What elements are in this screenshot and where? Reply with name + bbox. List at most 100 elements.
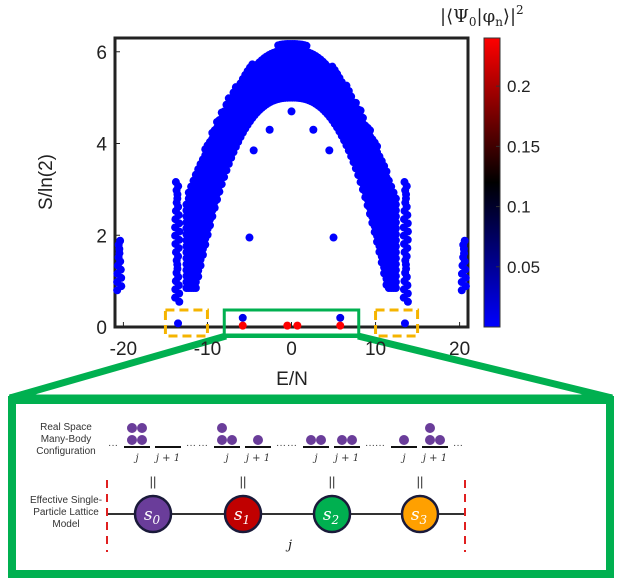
data-point — [391, 248, 400, 257]
label-line: Configuration — [36, 446, 95, 457]
lattice-site-node — [400, 494, 440, 534]
zoom-region-box — [222, 308, 361, 338]
data-point — [358, 113, 367, 122]
data-point — [213, 195, 222, 204]
colorbar-title: |⟨Ψ0|φn⟩|2 — [440, 3, 524, 29]
data-point — [238, 313, 247, 322]
data-point — [196, 261, 205, 270]
data-point — [382, 167, 391, 176]
colorbar-tick-label: 0.15 — [507, 137, 540, 156]
data-point — [203, 230, 212, 239]
particle — [435, 435, 445, 445]
data-point — [400, 319, 409, 328]
y-tick-label: 2 — [96, 226, 107, 247]
particle — [337, 435, 347, 445]
state-label: s2 — [323, 505, 339, 527]
colorbar-gradient — [483, 37, 501, 328]
data-point — [245, 233, 254, 242]
x-tick-label: -20 — [110, 339, 137, 360]
data-point — [373, 142, 382, 151]
data-point — [215, 187, 224, 196]
particle — [127, 423, 137, 433]
particle — [399, 435, 409, 445]
data-point — [293, 321, 302, 330]
data-point — [391, 266, 400, 275]
scatter-points — [113, 39, 470, 330]
data-point — [391, 218, 400, 227]
zoom-line-left — [9, 332, 227, 402]
configuration-3: ··· ··· j j + 1 || s3 — [375, 423, 463, 534]
configuration-0: ··· ··· j j + 1 || s0 — [108, 423, 196, 534]
state-label: s0 — [144, 505, 161, 527]
particle — [137, 435, 147, 445]
data-point — [191, 284, 200, 293]
x-tick-label: 10 — [365, 339, 386, 360]
data-point — [198, 250, 207, 259]
data-point — [201, 240, 210, 249]
label-line: Effective Single- — [30, 495, 102, 506]
data-point — [460, 236, 469, 245]
data-point — [249, 146, 258, 155]
data-point — [391, 278, 400, 287]
data-point — [238, 321, 247, 330]
site-j1-label: j + 1 — [154, 453, 180, 464]
equals-sign: || — [240, 474, 247, 489]
data-point — [222, 166, 231, 175]
y-axis-label: S/ln(2) — [36, 154, 57, 210]
site-j-label: j — [133, 453, 138, 464]
x-tick-label: 0 — [286, 339, 297, 360]
data-point — [174, 319, 183, 328]
edge-region-box — [374, 308, 420, 338]
colorbar-tick-label: 0.2 — [507, 77, 531, 96]
equals-sign: || — [417, 474, 424, 489]
site-j-label: j — [400, 453, 405, 464]
data-point — [351, 98, 360, 107]
data-point — [391, 206, 400, 215]
data-point — [391, 242, 400, 251]
edge-region-box — [163, 308, 209, 338]
equals-sign: || — [150, 474, 157, 489]
data-point — [224, 159, 233, 168]
configuration-1: ··· ··· j j + 1 || s1 — [198, 423, 286, 534]
site-j1-label: j + 1 — [244, 453, 270, 464]
particle — [227, 435, 237, 445]
data-point — [391, 254, 400, 263]
particle — [217, 435, 227, 445]
data-point — [391, 194, 400, 203]
label-line: Model — [52, 519, 79, 530]
particle — [217, 423, 227, 433]
ellipsis: ··· — [108, 440, 118, 451]
ellipsis: ··· — [287, 440, 297, 451]
x-tick-label: -10 — [194, 339, 221, 360]
particle — [316, 435, 326, 445]
ellipsis: ··· — [365, 440, 375, 451]
particle — [137, 423, 147, 433]
data-point — [391, 236, 400, 245]
configuration-2: ··· ··· j j + 1 || s2 — [287, 435, 375, 534]
lattice-site-node — [223, 494, 263, 534]
data-point — [356, 106, 365, 115]
data-point — [325, 146, 334, 155]
data-point — [391, 212, 400, 221]
y-tick-label: 0 — [96, 318, 107, 339]
ellipsis: ··· — [198, 440, 208, 451]
data-point — [208, 212, 217, 221]
data-point — [171, 178, 180, 187]
ellipsis: ··· — [375, 440, 385, 451]
particle — [425, 435, 435, 445]
data-point — [329, 233, 338, 242]
data-point — [391, 230, 400, 239]
row1-label: Real Space Many-Body Configuration — [36, 422, 95, 457]
data-point — [391, 200, 400, 209]
site-j-label: j — [312, 453, 317, 464]
label-line: Particle Lattice — [33, 507, 99, 518]
particle — [253, 435, 263, 445]
data-point — [309, 125, 318, 134]
equals-sign: || — [329, 474, 336, 489]
data-point — [336, 313, 345, 322]
data-point — [210, 203, 219, 212]
data-point — [283, 321, 292, 330]
data-point — [366, 126, 375, 135]
ellipsis: ··· — [453, 440, 463, 451]
